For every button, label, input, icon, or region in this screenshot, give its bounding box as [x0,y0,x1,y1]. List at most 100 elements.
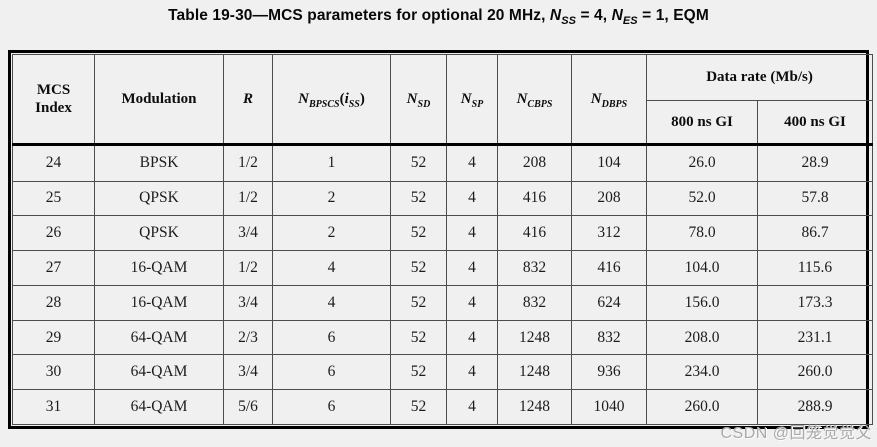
cell-nsd: 52 [390,250,447,286]
cell-nsp: 4 [446,354,498,391]
cell-rate-400: 86.7 [756,215,874,252]
cell-nsd: 52 [390,389,447,425]
cell-rate-800: 260.0 [646,389,758,425]
table-row: 28 16-QAM 3/4 4 52 4 832 624 156.0 173.3 [12,284,874,321]
cell-modulation: 64-QAM [94,354,224,391]
cell-mcs-index: 29 [12,319,95,356]
cell-nbpscs: 6 [272,354,391,391]
col-header-800ns-gi: 800 ns GI [646,100,758,146]
caption-sub-ss: SS [561,15,577,28]
cell-nbpscs: 1 [272,144,391,182]
cell-nsd: 52 [390,215,447,252]
col-header-data-rate: Data rate (Mb/s) [645,54,874,101]
col-header-nbpscs: NBPSCS(iSS) [272,54,391,146]
cell-ncbps: 1248 [497,319,572,356]
cell-modulation: 64-QAM [94,319,224,356]
cell-ncbps: 416 [497,180,572,217]
cell-ndbps: 936 [571,354,647,391]
cell-rate-800: 26.0 [646,144,758,182]
cell-mcs-index: 25 [12,180,95,217]
cell-ndbps: 416 [571,250,647,286]
cell-ndbps: 624 [571,284,647,321]
col-header-nsd: NSD [390,54,447,146]
cell-nsd: 52 [390,354,447,391]
cell-ncbps: 416 [497,215,572,252]
cell-ncbps: 208 [497,144,572,182]
cell-r: 1/2 [223,144,273,182]
cell-r: 5/6 [223,389,273,425]
table-row: 27 16-QAM 1/2 4 52 4 832 416 104.0 115.6 [12,250,874,286]
cell-ncbps: 832 [497,284,572,321]
cell-nsd: 52 [390,319,447,356]
cell-rate-800: 156.0 [646,284,758,321]
cell-modulation: 16-QAM [94,284,224,321]
cell-r: 2/3 [223,319,273,356]
cell-rate-400: 28.9 [756,144,874,182]
table-row: 24 BPSK 1/2 1 52 4 208 104 26.0 28.9 [12,144,874,182]
cell-nbpscs: 4 [272,284,391,321]
cell-nsp: 4 [446,319,498,356]
cell-modulation: QPSK [94,215,224,252]
col-header-mcs-index: MCS Index [12,54,95,146]
cell-nbpscs: 6 [272,319,391,356]
cell-nbpscs: 2 [272,215,391,252]
cell-rate-800: 234.0 [646,354,758,391]
cell-nsp: 4 [446,180,498,217]
mcs-parameters-table: MCS Index Modulation R NBPSCS(iSS) NSD N… [12,54,874,425]
table-frame: MCS Index Modulation R NBPSCS(iSS) NSD N… [8,50,874,429]
cell-nbpscs: 6 [272,389,391,425]
caption-text-2: = 4, [576,7,612,24]
cell-nsp: 4 [446,215,498,252]
cell-ncbps: 832 [497,250,572,286]
cell-mcs-index: 26 [12,215,95,252]
table-row: 29 64-QAM 2/3 6 52 4 1248 832 208.0 231.1 [12,319,874,356]
cell-rate-800: 104.0 [646,250,758,286]
cell-modulation: 16-QAM [94,250,224,286]
cell-nbpscs: 4 [272,250,391,286]
cell-ndbps: 104 [571,144,647,182]
cell-r: 1/2 [223,180,273,217]
cell-ndbps: 312 [571,215,647,252]
caption-var-nss: N [549,7,562,24]
caption-sub-es: ES [622,15,638,28]
cell-rate-800: 208.0 [646,319,758,356]
cell-ndbps: 832 [571,319,647,356]
caption-text-1: Table 19-30—MCS parameters for optional … [168,7,550,24]
cell-ndbps: 208 [571,180,647,217]
cell-nsp: 4 [446,250,498,286]
cell-mcs-index: 31 [12,389,95,425]
cell-nsp: 4 [446,389,498,425]
cell-mcs-index: 30 [12,354,95,391]
cell-r: 3/4 [223,284,273,321]
cell-ncbps: 1248 [497,389,572,425]
r-symbol: R [242,90,253,107]
cell-rate-400: 173.3 [756,284,874,321]
cell-rate-800: 78.0 [646,215,758,252]
cell-rate-400: 57.8 [756,180,874,217]
cell-nbpscs: 2 [272,180,391,217]
table-row: 30 64-QAM 3/4 6 52 4 1248 936 234.0 260.0 [12,354,874,391]
caption-text-3: = 1, EQM [637,7,709,24]
cell-rate-400: 115.6 [756,250,874,286]
cell-rate-400: 231.1 [756,319,874,356]
table-row: 26 QPSK 3/4 2 52 4 416 312 78.0 86.7 [12,215,874,252]
cell-r: 1/2 [223,250,273,286]
cell-mcs-index: 24 [12,144,95,182]
cell-nsd: 52 [390,144,447,182]
cell-mcs-index: 27 [12,250,95,286]
col-header-ndbps: NDBPS [571,54,647,146]
table-row: 25 QPSK 1/2 2 52 4 416 208 52.0 57.8 [12,180,874,217]
col-header-400ns-gi: 400 ns GI [756,100,874,146]
table-row: 31 64-QAM 5/6 6 52 4 1248 1040 260.0 288.9 [12,389,874,425]
cell-modulation: BPSK [94,144,224,182]
cell-nsd: 52 [390,180,447,217]
cell-ncbps: 1248 [497,354,572,391]
cell-rate-800: 52.0 [646,180,758,217]
col-header-nsp: NSP [446,54,498,146]
cell-mcs-index: 28 [12,284,95,321]
cell-r: 3/4 [223,354,273,391]
cell-rate-400: 260.0 [756,354,874,391]
cell-modulation: QPSK [94,180,224,217]
cell-rate-400: 288.9 [756,389,874,425]
col-header-r: R [223,54,273,146]
